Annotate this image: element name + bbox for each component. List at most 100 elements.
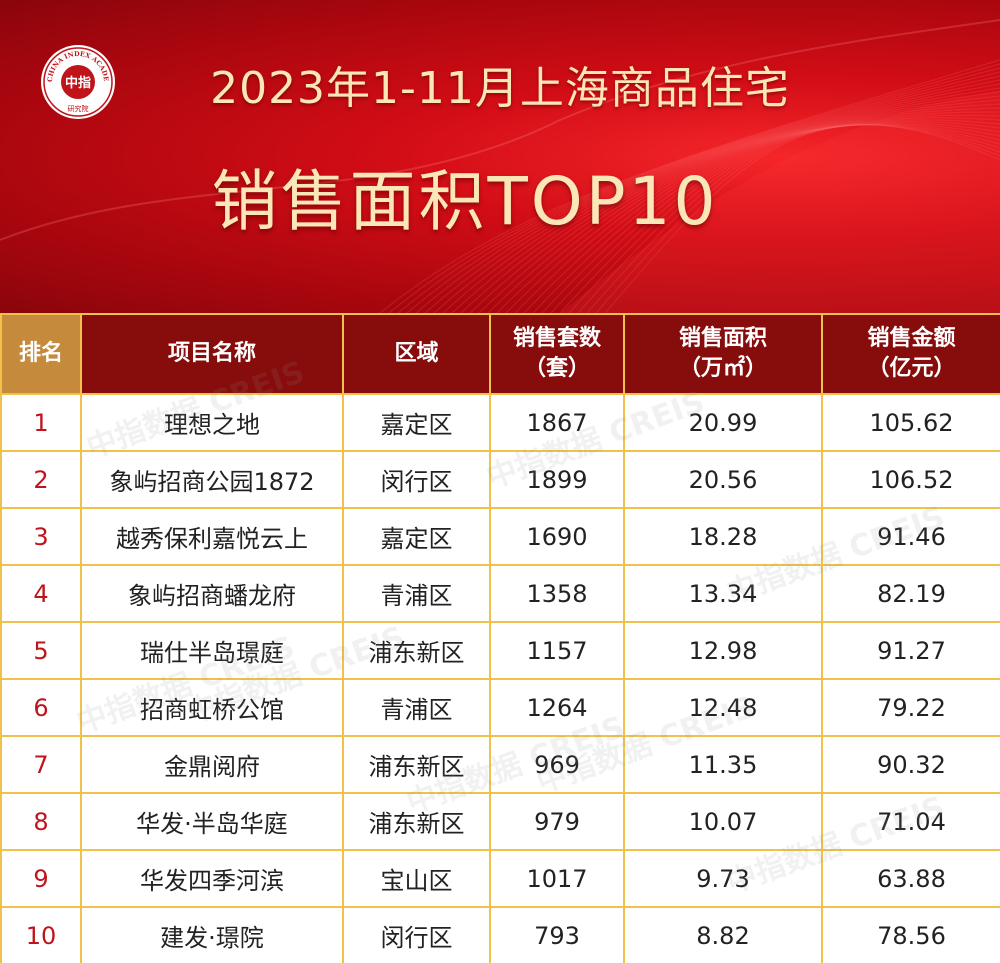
banner-wave-line	[586, 124, 1000, 313]
banner-wave-line	[397, 67, 1000, 313]
rank-cell: 8	[0, 792, 82, 851]
table-row: 9 华发四季河滨 宝山区 1017 9.73 63.88	[0, 849, 1000, 908]
banner-wave-line	[424, 79, 1000, 313]
header-sales-area: 销售面积 （万㎡）	[623, 313, 823, 395]
banner-wave-line	[451, 91, 1000, 313]
header-units-sold: 销售套数 （套）	[489, 313, 625, 395]
banner-wave-line	[388, 63, 1000, 313]
district-cell: 闵行区	[342, 450, 491, 509]
units-sold-cell: 1358	[489, 564, 625, 623]
sales-amount-cell: 91.27	[821, 621, 1000, 680]
header-district: 区域	[342, 313, 491, 395]
banner-wave-decoration	[0, 19, 1000, 313]
china-index-academy-logo: CHINA INDEX ACADEMY 中指 研究院	[40, 44, 115, 119]
sales-area-cell: 11.35	[623, 735, 823, 794]
project-name-cell: 象屿招商蟠龙府	[80, 564, 344, 623]
banner-wave-line	[595, 124, 1000, 313]
project-name-cell: 象屿招商公园1872	[80, 450, 344, 509]
sales-amount-cell: 79.22	[821, 678, 1000, 737]
header-units-sold-unit: （套）	[523, 356, 590, 381]
logo-center-text: 中指	[65, 75, 91, 91]
header-units-sold-label: 销售套数	[512, 326, 601, 351]
project-name-cell: 招商虹桥公馆	[80, 678, 344, 737]
district-cell: 浦东新区	[342, 792, 491, 851]
banner-wave-line	[559, 123, 1000, 313]
banner-wave-line	[469, 99, 1000, 313]
banner-wave-line	[406, 71, 1000, 313]
table-row: 5 瑞仕半岛璟庭 浦东新区 1157 12.98 91.27	[0, 621, 1000, 680]
district-cell: 青浦区	[342, 678, 491, 737]
table-row: 8 华发·半岛华庭 浦东新区 979 10.07 71.04	[0, 792, 1000, 851]
banner-wave-line	[433, 83, 1000, 313]
rank-cell: 9	[0, 849, 82, 908]
sales-amount-cell: 71.04	[821, 792, 1000, 851]
project-name-cell: 华发·半岛华庭	[80, 792, 344, 851]
units-sold-cell: 979	[489, 792, 625, 851]
units-sold-cell: 969	[489, 735, 625, 794]
units-sold-cell: 1899	[489, 450, 625, 509]
project-name-cell: 华发四季河滨	[80, 849, 344, 908]
district-cell: 闵行区	[342, 906, 491, 963]
banner-wave-line	[577, 124, 1000, 313]
header-sales-area-unit: （万㎡）	[678, 356, 767, 381]
sales-amount-cell: 106.52	[821, 450, 1000, 509]
units-sold-cell: 1867	[489, 393, 625, 452]
units-sold-cell: 793	[489, 906, 625, 963]
sales-area-cell: 13.34	[623, 564, 823, 623]
sales-area-cell: 18.28	[623, 507, 823, 566]
header-rank-label: 排名	[18, 341, 63, 366]
banner-wave-line	[505, 114, 1000, 313]
rank-cell: 1	[0, 393, 82, 452]
rank-cell: 7	[0, 735, 82, 794]
banner-wave-line	[550, 122, 1000, 313]
sales-area-cell: 20.99	[623, 393, 823, 452]
banner-wave-line	[541, 121, 1000, 313]
sales-area-cell: 12.98	[623, 621, 823, 680]
rank-cell: 5	[0, 621, 82, 680]
table-row: 7 金鼎阅府 浦东新区 969 11.35 90.32	[0, 735, 1000, 794]
title-line-1: 2023年1-11月上海商品住宅	[210, 63, 790, 114]
logo-bottom-text: 研究院	[68, 104, 89, 113]
sales-area-cell: 8.82	[623, 906, 823, 963]
table-row: 6 招商虹桥公馆 青浦区 1264 12.48 79.22	[0, 678, 1000, 737]
district-cell: 浦东新区	[342, 621, 491, 680]
table-row: 2 象屿招商公园1872 闵行区 1899 20.56 106.52	[0, 450, 1000, 509]
project-name-cell: 金鼎阅府	[80, 735, 344, 794]
banner-wave-line	[379, 59, 1000, 313]
sales-amount-cell: 78.56	[821, 906, 1000, 963]
header-project-name-label: 项目名称	[167, 341, 256, 366]
district-cell: 青浦区	[342, 564, 491, 623]
banner-wave-line	[478, 103, 1000, 313]
units-sold-cell: 1157	[489, 621, 625, 680]
banner-wave-line	[532, 120, 1000, 313]
header-district-label: 区域	[394, 341, 439, 366]
table-row: 10 建发·璟院 闵行区 793 8.82 78.56	[0, 906, 1000, 963]
rank-cell: 3	[0, 507, 82, 566]
header-sales-amount-unit: （亿元）	[867, 356, 956, 381]
table-header-row: 排名 项目名称 区域 销售套数 （套） 销售面积 （万㎡） 销售金额 （亿元）	[0, 313, 1000, 395]
project-name-cell: 越秀保利嘉悦云上	[80, 507, 344, 566]
sales-area-ranking-table: 排名 项目名称 区域 销售套数 （套） 销售面积 （万㎡） 销售金额 （亿元） …	[0, 313, 1000, 963]
table-row: 4 象屿招商蟠龙府 青浦区 1358 13.34 82.19	[0, 564, 1000, 623]
sales-amount-cell: 105.62	[821, 393, 1000, 452]
units-sold-cell: 1017	[489, 849, 625, 908]
district-cell: 嘉定区	[342, 507, 491, 566]
banner-wave-line	[442, 87, 1000, 313]
table-row: 1 理想之地 嘉定区 1867 20.99 105.62	[0, 393, 1000, 452]
sales-area-cell: 10.07	[623, 792, 823, 851]
rank-cell: 10	[0, 906, 82, 963]
sales-amount-cell: 63.88	[821, 849, 1000, 908]
banner-wave-line	[568, 123, 1000, 313]
header-sales-amount-label: 销售金额	[867, 326, 956, 351]
table-row: 3 越秀保利嘉悦云上 嘉定区 1690 18.28 91.46	[0, 507, 1000, 566]
rank-cell: 2	[0, 450, 82, 509]
district-cell: 嘉定区	[342, 393, 491, 452]
rank-cell: 4	[0, 564, 82, 623]
banner-wave-line	[460, 95, 1000, 313]
banner-wave-line	[523, 119, 1000, 313]
banner-wave-line	[496, 111, 1000, 313]
table-body: 1 理想之地 嘉定区 1867 20.99 105.62 2 象屿招商公园1872 闵行区 189…	[0, 393, 1000, 963]
title-line-2: 销售面积TOP10	[211, 163, 719, 240]
project-name-cell: 理想之地	[80, 393, 344, 452]
district-cell: 浦东新区	[342, 735, 491, 794]
